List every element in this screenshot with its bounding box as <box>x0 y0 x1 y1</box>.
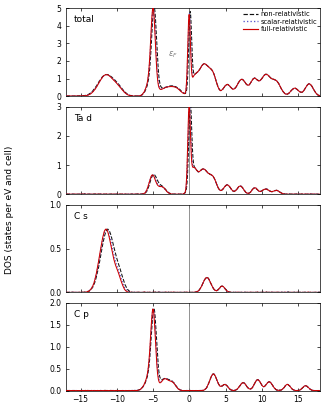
Text: C p: C p <box>74 310 88 319</box>
Text: C s: C s <box>74 212 87 221</box>
Legend: non-relativistic, scalar-relativistic, full-relativistic: non-relativistic, scalar-relativistic, f… <box>243 10 318 33</box>
Text: $\varepsilon_F$: $\varepsilon_F$ <box>168 50 179 60</box>
Text: DOS (states per eV and cell): DOS (states per eV and cell) <box>5 146 14 274</box>
Text: Ta d: Ta d <box>74 113 92 123</box>
Text: total: total <box>74 16 94 24</box>
